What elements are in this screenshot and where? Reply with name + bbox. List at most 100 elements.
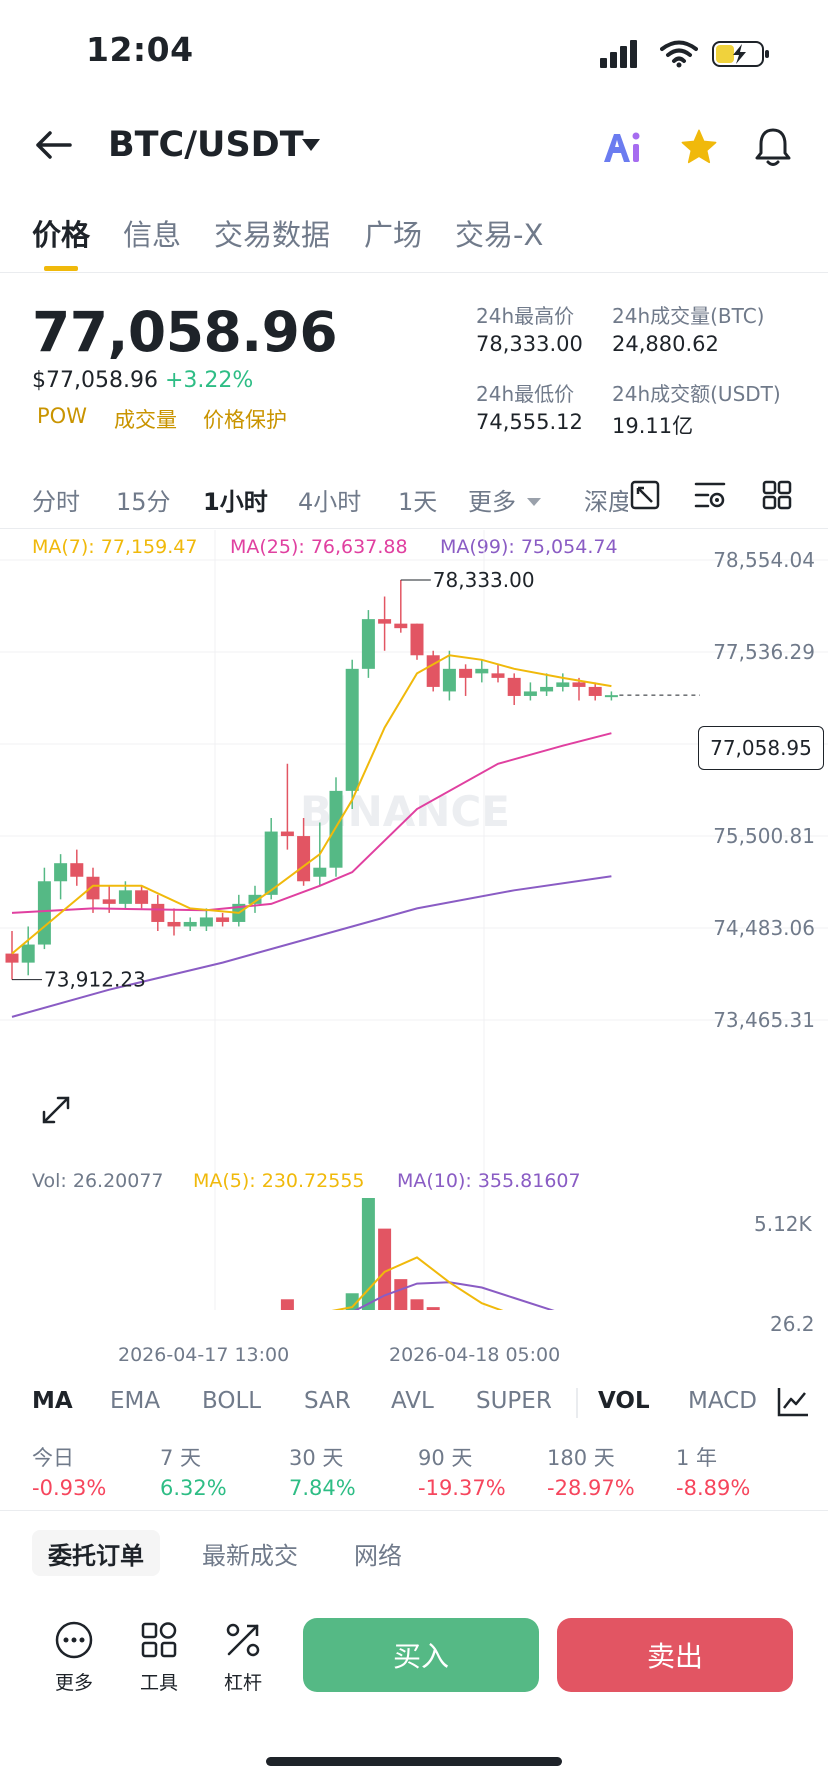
tag-price-protection[interactable]: 价格保护 [203,408,287,432]
tab-info[interactable]: 信息 [123,218,182,252]
x-date-2: 2026-04-18 05:00 [389,1344,561,1366]
tools-label: 工具 [139,1672,178,1694]
stat-vol-btc-label: 24h成交量(BTC) [612,304,765,328]
candle-body [264,831,278,895]
y-axis-label: 73,465.31 [713,1008,815,1032]
volume-bar [394,1279,408,1310]
y-axis-label: 78,554.04 [713,548,815,572]
indicator-boll[interactable]: BOLL [202,1388,262,1414]
price-chart[interactable]: BINANCE 78,554.0477,536.2976,518.5575,50… [0,530,828,1310]
candle-body [216,917,230,922]
battery-icon [712,40,770,72]
tab-latest-trades[interactable]: 最新成交 [202,1541,298,1570]
high-marker-label: 78,333.00 [433,568,535,592]
interval-depth[interactable]: 深度 [584,488,628,516]
candle-body [297,836,311,882]
leverage-label: 杠杆 [223,1672,262,1694]
interval-more[interactable]: 更多 [468,488,516,516]
candle-body [86,876,100,900]
low-marker-label: 73,912.23 [44,968,146,992]
tab-trade-x[interactable]: 交易-X [455,218,544,252]
current-price-tag[interactable]: 77,058.95 [698,726,824,770]
signal-icon [600,40,644,72]
vol-ma5-legend: MA(5): 230.72555 [193,1170,365,1192]
buy-button[interactable]: 买入 [303,1618,539,1692]
candle-body [540,686,554,692]
bell-icon[interactable] [754,126,792,172]
perf-value-7d: 6.32% [160,1476,227,1500]
volume-y-bottom: 26.2 [770,1312,815,1336]
tools-button[interactable]: 工具 [124,1620,194,1695]
candle-body [329,790,343,868]
expand-icon[interactable] [34,1088,78,1132]
layout-grid-icon[interactable] [762,480,792,514]
indicator-avl[interactable]: AVL [391,1388,434,1414]
indicator-sar[interactable]: SAR [304,1388,351,1414]
interval-4h[interactable]: 4小时 [298,488,362,516]
tab-price[interactable]: 价格 [32,218,91,252]
stat-high-label: 24h最高价 [476,304,575,328]
candle-body [475,668,489,674]
indicator-ema[interactable]: EMA [110,1388,161,1414]
interval-1h[interactable]: 1小时 [203,488,268,516]
stat-vol-usdt-label: 24h成交额(USDT) [612,382,781,406]
leverage-button[interactable]: 杠杆 [208,1620,278,1695]
candle-body [394,623,408,629]
perf-value-180d: -28.97% [547,1476,635,1500]
indicator-vol[interactable]: VOL [598,1388,650,1414]
chart-config-icon[interactable] [694,480,726,514]
ma25-legend: MA(25): 76,637.88 [230,536,408,558]
divider [0,528,828,529]
more-label: 更多 [54,1672,93,1694]
candle-body [442,668,456,692]
candle-body [118,890,132,904]
pair-dropdown-icon[interactable] [300,137,322,157]
candle-body [361,619,375,669]
status-time: 12:04 [86,30,194,69]
interval-15m[interactable]: 15分 [116,488,171,516]
ma7-line [11,654,612,955]
volume-bar [410,1299,424,1310]
star-favorite-icon[interactable] [679,128,719,170]
stat-high-value: 78,333.00 [476,332,583,356]
indicator-ma[interactable]: MA [32,1388,73,1414]
indicator-super[interactable]: SUPER [476,1388,552,1414]
interval-more-caret-icon [526,492,542,511]
candle-body [313,867,327,877]
y-axis-label: 74,483.06 [713,916,815,940]
x-date-1: 2026-04-17 13:00 [118,1344,290,1366]
tag-volume[interactable]: 成交量 [114,408,177,432]
candle-body [378,619,392,624]
volume-bar [280,1299,294,1310]
indicator-settings-icon[interactable] [776,1386,810,1422]
tab-network[interactable]: 网络 [354,1541,402,1570]
candle-body [21,944,35,963]
candle-body [556,682,570,687]
candle-body [410,623,424,656]
tag-pow[interactable]: POW [37,404,87,428]
candle-body [426,655,440,687]
perf-label-90d: 90 天 [418,1446,473,1470]
wifi-icon [660,40,698,72]
indicator-macd[interactable]: MACD [688,1388,757,1414]
candle-body [345,668,359,791]
sell-button[interactable]: 卖出 [557,1618,793,1692]
tab-square[interactable]: 广场 [364,218,423,252]
usd-price-line: $77,058.96 +3.22% [32,368,253,393]
divider [576,1388,578,1418]
chart-settings-icon[interactable] [630,480,660,514]
back-arrow-icon[interactable] [34,128,72,166]
interval-time[interactable]: 分时 [32,488,80,516]
candle-body [151,903,165,922]
candle-body [604,695,618,698]
candle-body [135,890,149,904]
tab-open-orders[interactable]: 委托订单 [32,1530,160,1576]
more-button[interactable]: 更多 [39,1620,109,1695]
vol-ma10-line [354,1281,555,1310]
candle-body [572,682,586,687]
candle-body [54,863,68,882]
interval-1d[interactable]: 1天 [398,488,438,516]
ai-icon[interactable] [600,130,644,170]
pair-title[interactable]: BTC/USDT [108,125,304,165]
tab-trading-data[interactable]: 交易数据 [214,218,331,252]
